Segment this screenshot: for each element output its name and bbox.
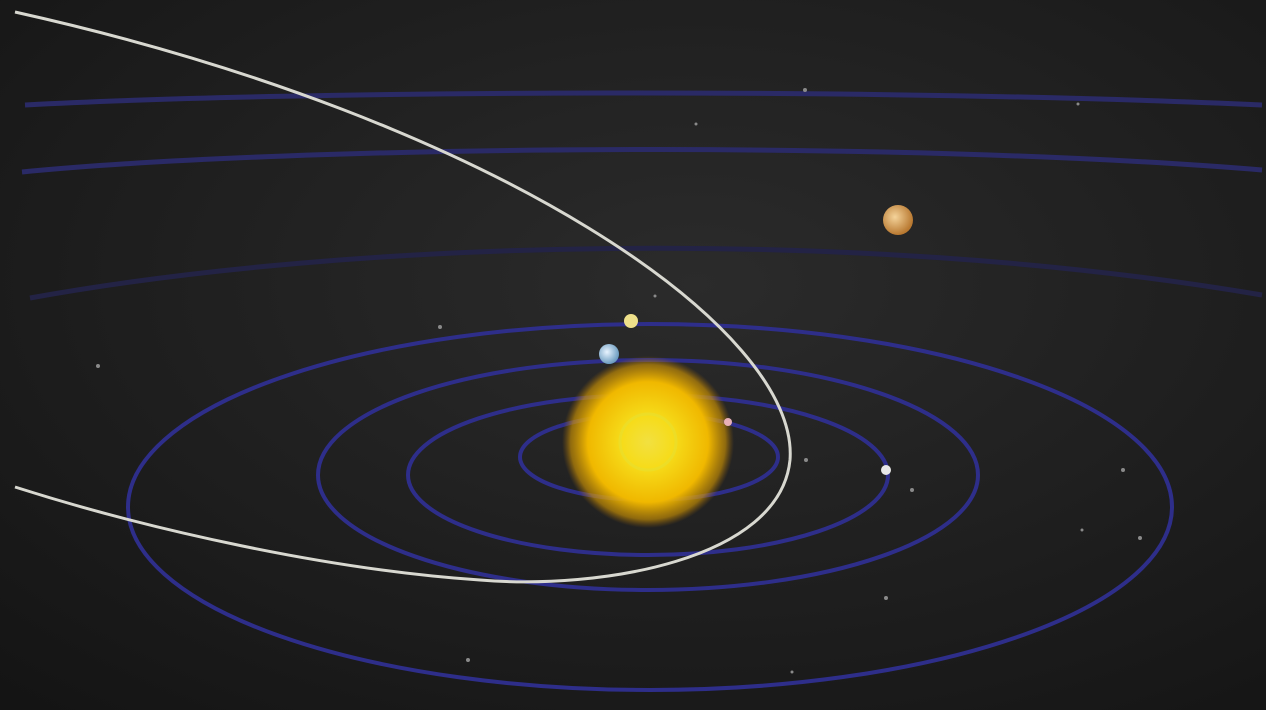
star xyxy=(803,88,807,92)
star xyxy=(96,364,100,368)
sun-core xyxy=(618,412,678,472)
outer-orbit xyxy=(21,147,1263,175)
stars xyxy=(96,88,1142,674)
planet xyxy=(881,465,891,475)
planet xyxy=(724,418,732,426)
outer-orbits xyxy=(21,90,1263,301)
star xyxy=(1121,468,1125,472)
star xyxy=(804,458,808,462)
star xyxy=(1080,528,1084,532)
star xyxy=(1076,102,1080,106)
star xyxy=(466,658,470,662)
orbit xyxy=(126,322,1174,692)
comet-orbit xyxy=(14,10,792,584)
star xyxy=(884,596,888,600)
star xyxy=(790,670,794,674)
sun xyxy=(562,356,734,528)
star xyxy=(438,325,442,329)
outer-orbit xyxy=(29,245,1263,301)
star xyxy=(653,294,657,298)
planet xyxy=(624,314,638,328)
star xyxy=(910,488,914,492)
star xyxy=(1138,536,1142,540)
planet-jupiter xyxy=(883,205,913,235)
star xyxy=(694,122,698,126)
outer-orbit xyxy=(24,90,1263,108)
planet-earth xyxy=(599,344,619,364)
